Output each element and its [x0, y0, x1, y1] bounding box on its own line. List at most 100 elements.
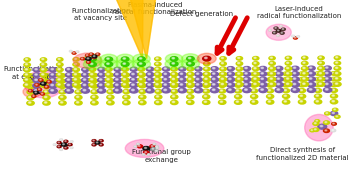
Circle shape [324, 71, 331, 76]
Circle shape [235, 72, 241, 76]
Circle shape [144, 151, 149, 154]
Circle shape [219, 84, 226, 87]
Circle shape [204, 95, 207, 97]
Circle shape [204, 90, 207, 91]
Circle shape [130, 83, 138, 88]
Circle shape [334, 77, 341, 81]
Circle shape [24, 78, 31, 82]
Circle shape [125, 74, 127, 75]
Circle shape [132, 89, 134, 91]
Circle shape [40, 58, 47, 61]
Circle shape [97, 78, 105, 82]
Circle shape [58, 142, 59, 143]
Circle shape [76, 51, 79, 53]
Circle shape [155, 84, 162, 88]
Circle shape [25, 74, 27, 75]
Circle shape [99, 89, 102, 91]
Circle shape [299, 77, 305, 81]
Circle shape [336, 116, 338, 117]
Circle shape [35, 84, 39, 86]
Circle shape [228, 84, 231, 85]
Circle shape [70, 147, 73, 149]
Circle shape [212, 78, 215, 80]
Circle shape [60, 149, 61, 150]
Circle shape [69, 50, 72, 52]
Circle shape [33, 89, 41, 93]
Circle shape [123, 68, 125, 70]
Circle shape [267, 83, 273, 87]
Circle shape [41, 82, 46, 85]
Circle shape [227, 88, 235, 93]
Circle shape [267, 94, 274, 98]
Circle shape [25, 79, 27, 80]
Circle shape [137, 145, 142, 148]
Circle shape [124, 101, 127, 103]
Circle shape [72, 52, 76, 54]
Circle shape [121, 62, 129, 66]
Circle shape [285, 56, 292, 60]
Circle shape [63, 144, 64, 145]
Circle shape [43, 101, 50, 105]
Circle shape [86, 57, 91, 60]
Circle shape [154, 72, 161, 76]
Circle shape [59, 74, 66, 77]
Circle shape [307, 82, 316, 87]
Circle shape [162, 72, 170, 77]
Circle shape [251, 94, 258, 98]
Circle shape [68, 143, 72, 146]
Circle shape [162, 83, 170, 88]
Circle shape [301, 82, 308, 86]
Circle shape [65, 88, 74, 93]
Circle shape [51, 79, 54, 80]
Circle shape [109, 101, 111, 103]
Circle shape [267, 89, 273, 93]
Circle shape [146, 88, 154, 93]
Circle shape [93, 80, 95, 81]
Polygon shape [116, 0, 143, 59]
Circle shape [132, 84, 134, 85]
Circle shape [100, 144, 101, 145]
Circle shape [29, 91, 31, 92]
Circle shape [81, 58, 83, 59]
Circle shape [221, 57, 223, 59]
Circle shape [293, 83, 296, 85]
Circle shape [292, 35, 295, 37]
Circle shape [139, 73, 145, 77]
Circle shape [330, 100, 338, 104]
Circle shape [187, 83, 194, 87]
Circle shape [27, 96, 34, 100]
Circle shape [336, 67, 338, 68]
Circle shape [107, 84, 109, 85]
Circle shape [331, 77, 337, 81]
Circle shape [334, 67, 341, 70]
Circle shape [95, 141, 100, 144]
Circle shape [145, 147, 147, 149]
Circle shape [137, 143, 139, 145]
Circle shape [27, 90, 34, 94]
Circle shape [154, 77, 161, 82]
Circle shape [33, 83, 41, 88]
Circle shape [205, 57, 207, 59]
Circle shape [235, 89, 242, 93]
Circle shape [114, 88, 122, 93]
Circle shape [29, 86, 31, 87]
Circle shape [42, 83, 44, 84]
Circle shape [252, 79, 255, 80]
Circle shape [42, 69, 44, 70]
Circle shape [164, 73, 166, 74]
Circle shape [65, 73, 73, 77]
Circle shape [211, 72, 218, 76]
Circle shape [281, 28, 285, 30]
Circle shape [45, 96, 47, 98]
Circle shape [259, 88, 267, 93]
Circle shape [336, 57, 338, 58]
Circle shape [332, 72, 335, 74]
Circle shape [299, 83, 306, 87]
Circle shape [116, 68, 118, 69]
Circle shape [91, 74, 97, 77]
Circle shape [261, 73, 263, 74]
Circle shape [49, 78, 57, 83]
Circle shape [67, 79, 70, 80]
Circle shape [237, 78, 240, 79]
Circle shape [204, 101, 207, 102]
